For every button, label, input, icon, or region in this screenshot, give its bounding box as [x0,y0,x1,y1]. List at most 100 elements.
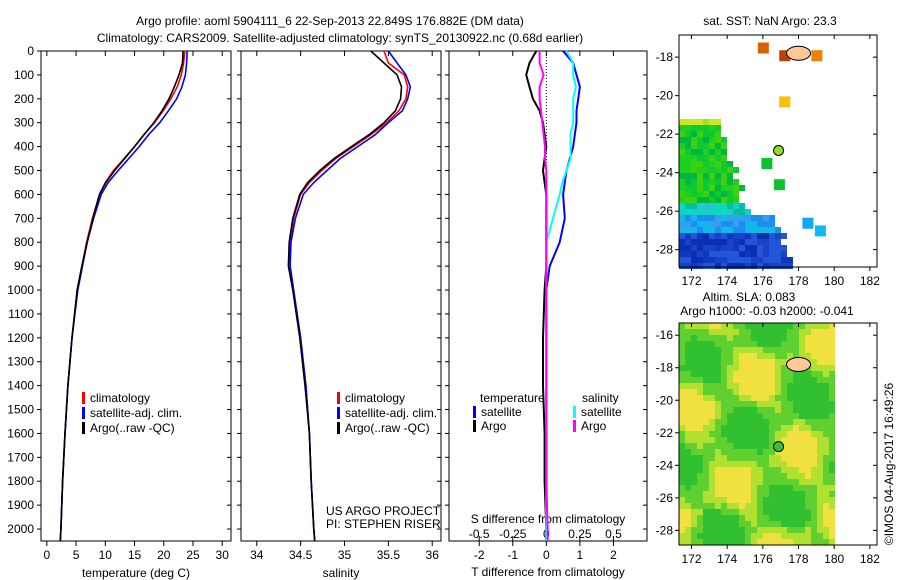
map-cell [751,455,757,461]
map-cell [763,389,769,395]
map-cell [727,419,733,425]
map-cell [715,491,721,497]
map-cell [685,353,691,359]
sst-map: 172 174 176 178 180 182 -18 -20 -22 -24 -26 -28 sat.… [656,14,881,288]
map-cell [763,227,769,233]
map-cell [769,419,775,425]
map-cell [715,407,721,413]
map-cell [757,497,763,503]
map-cell [793,341,799,347]
map-cell [739,467,745,473]
map-cell [757,227,763,233]
map-cell [757,413,763,419]
map-cell [721,173,727,179]
map-cell [763,497,769,503]
map-cell [823,527,829,533]
map-cell [769,359,775,365]
map-cell [703,461,709,467]
map-cell [679,209,685,215]
map-cell [757,329,763,335]
map-cell [697,521,703,527]
map-cell [721,137,727,143]
map-cell [745,431,751,437]
map-cell [739,377,745,383]
map-cell [763,509,769,515]
map-cell [703,491,709,497]
map-cell [817,449,823,455]
map-cell [805,323,811,329]
map-cell [703,263,709,269]
map-cell [793,539,799,545]
map-cell [787,425,793,431]
map-cell [817,371,823,377]
map-cell [745,233,751,239]
x-tick-label: 35.5 [377,548,401,562]
map-cell [775,341,781,347]
map-cell [757,401,763,407]
map-cell [721,533,727,539]
map-cell [811,455,817,461]
map-cell [763,353,769,359]
map-cell [733,431,739,437]
map-cell [703,521,709,527]
map-cell [763,461,769,467]
map-cell [769,425,775,431]
map-cell [709,491,715,497]
map-cell [769,227,775,233]
map-cell [715,335,721,341]
map-cell [727,503,733,509]
map-cell [715,167,721,173]
map-cell [793,407,799,413]
map-cell [727,251,733,257]
map-cell [697,527,703,533]
map-cell [721,185,727,191]
map-cell [733,353,739,359]
map-cell [763,221,769,227]
map-cell [811,335,817,341]
map-cell [697,161,703,167]
map-cell [721,359,727,365]
map-cell [715,245,721,251]
x-tick-label: 180 [824,274,844,288]
map-cell [715,233,721,239]
map-cell [733,473,739,479]
map-cell [739,263,745,269]
map-cell [721,461,727,467]
map-cell [769,353,775,359]
map-cell [805,389,811,395]
map-cell [793,413,799,419]
map-cell [679,173,685,179]
y-tick-label: 1600 [7,426,34,440]
legend-label: climatology [90,391,150,405]
map-cell [739,329,745,335]
map-cell [733,461,739,467]
map-cell [709,521,715,527]
map-cell [781,341,787,347]
map-cell [739,425,745,431]
map-cell [811,323,817,329]
map-cell [739,359,745,365]
map-cell [685,191,691,197]
map-cell [739,215,745,221]
map-cell [751,215,757,221]
map-cell [769,497,775,503]
map-cell [679,407,685,413]
map-cell [793,401,799,407]
map-cell [733,251,739,257]
map-cell [811,521,817,527]
map-cell [697,221,703,227]
map-cell [751,479,757,485]
map-cell [721,401,727,407]
map-cell [733,335,739,341]
map-cell [685,197,691,203]
map-cell [715,215,721,221]
map-cell [703,365,709,371]
map-cell [703,413,709,419]
x-tick-label: -1 [507,548,518,562]
map-cell [781,329,787,335]
map-cell [715,131,721,137]
map-cell [679,227,685,233]
map-cell [829,449,835,455]
map-cell [685,251,691,257]
